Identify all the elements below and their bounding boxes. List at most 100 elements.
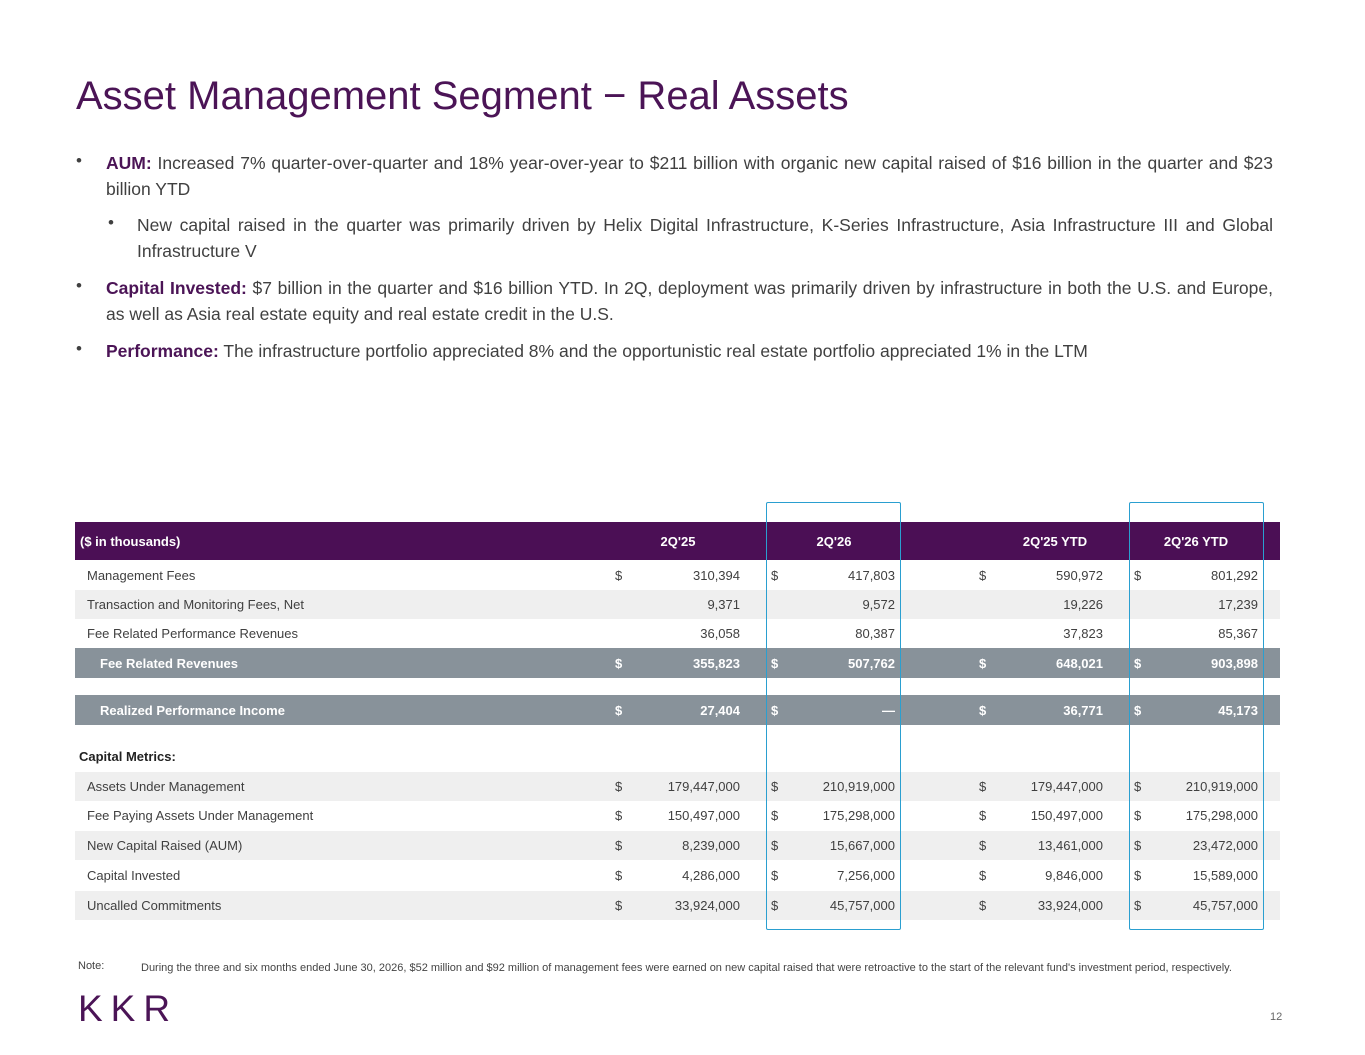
table-row: Fee Paying Assets Under Management $150,4… xyxy=(75,801,1280,830)
row-label: Capital Metrics: xyxy=(79,749,176,764)
header-row: ($ in thousands) 2Q'25 2Q'26 2Q'25 YTD 2Q'26… xyxy=(75,522,1280,560)
logo: KKR xyxy=(78,988,179,1029)
cell-value: 4,286,000 xyxy=(682,868,740,883)
bullet-dot: • xyxy=(76,339,82,358)
column-header: 2Q'25 xyxy=(660,534,696,549)
bullet: AUM: Increased 7% quarter-over-quarter a… xyxy=(106,150,1273,202)
table-row: Capital Metrics: xyxy=(75,742,1280,771)
currency: $ xyxy=(615,898,623,913)
cell-value: 23,472,000 xyxy=(1192,838,1258,853)
cell-value: 33,924,000 xyxy=(1037,898,1103,913)
currency: $ xyxy=(979,808,987,823)
column-header: 2Q'26 YTD xyxy=(1163,534,1229,549)
currency: $ xyxy=(979,568,987,583)
table-row: Capital Invested $4,286,000 $7,256,000 $9,8… xyxy=(75,861,1280,890)
currency: $ xyxy=(1134,655,1142,671)
currency: $ xyxy=(979,838,987,853)
title: Asset Management Segment − Real Assets xyxy=(76,74,849,118)
bullet-text: The infrastructure portfolio appreciated… xyxy=(218,341,1088,361)
table-row: New Capital Raised (AUM) $8,239,000 $15,66… xyxy=(75,831,1280,860)
cell-value: 417,803 xyxy=(848,568,895,583)
currency: $ xyxy=(615,702,623,718)
currency: $ xyxy=(979,868,987,883)
bullet-dot: • xyxy=(76,276,82,295)
cell-value: 27,404 xyxy=(700,702,740,718)
cell-value: 15,667,000 xyxy=(829,838,895,853)
currency: $ xyxy=(1134,868,1142,883)
cell-value: — xyxy=(882,702,895,718)
cell-value: 85,367 xyxy=(1218,626,1258,641)
cell-value: 801,292 xyxy=(1211,568,1258,583)
cell-value: 80,387 xyxy=(855,626,895,641)
cell-value: 150,497,000 xyxy=(667,808,740,823)
currency: $ xyxy=(615,838,623,853)
currency: $ xyxy=(615,655,623,671)
cell-value: 179,447,000 xyxy=(1030,779,1103,794)
cell-value: 45,757,000 xyxy=(829,898,895,913)
page-number: 12 xyxy=(1270,1011,1283,1023)
cell-value: 45,173 xyxy=(1218,702,1258,718)
bullet-lead: Capital Invested: xyxy=(106,278,247,298)
currency: $ xyxy=(1134,568,1142,583)
row-label: Fee Paying Assets Under Management xyxy=(87,808,314,823)
note-label: Note: xyxy=(78,960,105,972)
row-label: Management Fees xyxy=(87,568,196,583)
cell-value: 179,447,000 xyxy=(667,779,740,794)
column-header: 2Q'26 xyxy=(816,534,852,549)
currency: $ xyxy=(615,808,623,823)
cell-value: 903,898 xyxy=(1211,655,1258,671)
currency: $ xyxy=(1134,838,1142,853)
cell-value: 36,058 xyxy=(700,626,740,641)
cell-value: 648,021 xyxy=(1056,655,1103,671)
currency: $ xyxy=(771,838,779,853)
column-header: ($ in thousands) xyxy=(80,534,181,549)
cell-value: 37,823 xyxy=(1063,626,1103,641)
table-row: Transaction and Monitoring Fees, Net 9,37… xyxy=(75,590,1280,619)
row-label: Assets Under Management xyxy=(87,779,245,794)
cell-value: 310,394 xyxy=(693,568,740,583)
currency: $ xyxy=(771,898,779,913)
row-label: Realized Performance Income xyxy=(100,702,285,718)
currency: $ xyxy=(615,868,623,883)
currency: $ xyxy=(615,568,623,583)
bullet: Capital Invested: $7 billion in the quar… xyxy=(106,275,1273,327)
currency: $ xyxy=(979,898,987,913)
highlight-box xyxy=(1129,502,1264,930)
cell-value: 17,239 xyxy=(1218,597,1258,612)
table-row: Uncalled Commitments $33,924,000 $45,757,0… xyxy=(75,891,1280,920)
sub-bullet: New capital raised in the quarter was pr… xyxy=(137,215,1273,261)
table-row: Management Fees $310,394 $417,803 $590,972 $… xyxy=(75,561,1280,590)
cell-value: 175,298,000 xyxy=(822,808,895,823)
row-label: Transaction and Monitoring Fees, Net xyxy=(87,597,305,612)
row-label: Uncalled Commitments xyxy=(87,898,222,913)
cell-value: 7,256,000 xyxy=(837,868,895,883)
cell-value: 175,298,000 xyxy=(1185,808,1258,823)
cell-value: 210,919,000 xyxy=(822,779,895,794)
cell-value: 210,919,000 xyxy=(1185,779,1258,794)
currency: $ xyxy=(979,702,987,718)
bullet: Performance: The infrastructure portfoli… xyxy=(106,338,1273,364)
cell-value: 355,823 xyxy=(693,655,740,671)
bullet-lead: Performance: xyxy=(106,341,219,361)
cell-value: 150,497,000 xyxy=(1030,808,1103,823)
row-label: New Capital Raised (AUM) xyxy=(87,838,243,853)
cell-value: 33,924,000 xyxy=(674,898,740,913)
currency: $ xyxy=(771,779,779,794)
cell-value: 13,461,000 xyxy=(1037,838,1103,853)
currency: $ xyxy=(1134,808,1142,823)
cell-value: 45,757,000 xyxy=(1192,898,1258,913)
highlight-box xyxy=(766,502,901,930)
currency: $ xyxy=(1134,779,1142,794)
currency: $ xyxy=(1134,898,1142,913)
bullet-lead: AUM: xyxy=(106,153,152,173)
sub-bullet-dot: • xyxy=(108,213,114,232)
currency: $ xyxy=(979,655,987,671)
currency: $ xyxy=(771,655,779,671)
cell-value: 19,226 xyxy=(1063,597,1103,612)
column-header: 2Q'25 YTD xyxy=(1022,534,1088,549)
bullet-text: $7 billion in the quarter and $16 billio… xyxy=(106,278,1273,324)
row-label: Capital Invested xyxy=(87,868,181,883)
cell-value: 507,762 xyxy=(848,655,895,671)
currency: $ xyxy=(771,568,779,583)
